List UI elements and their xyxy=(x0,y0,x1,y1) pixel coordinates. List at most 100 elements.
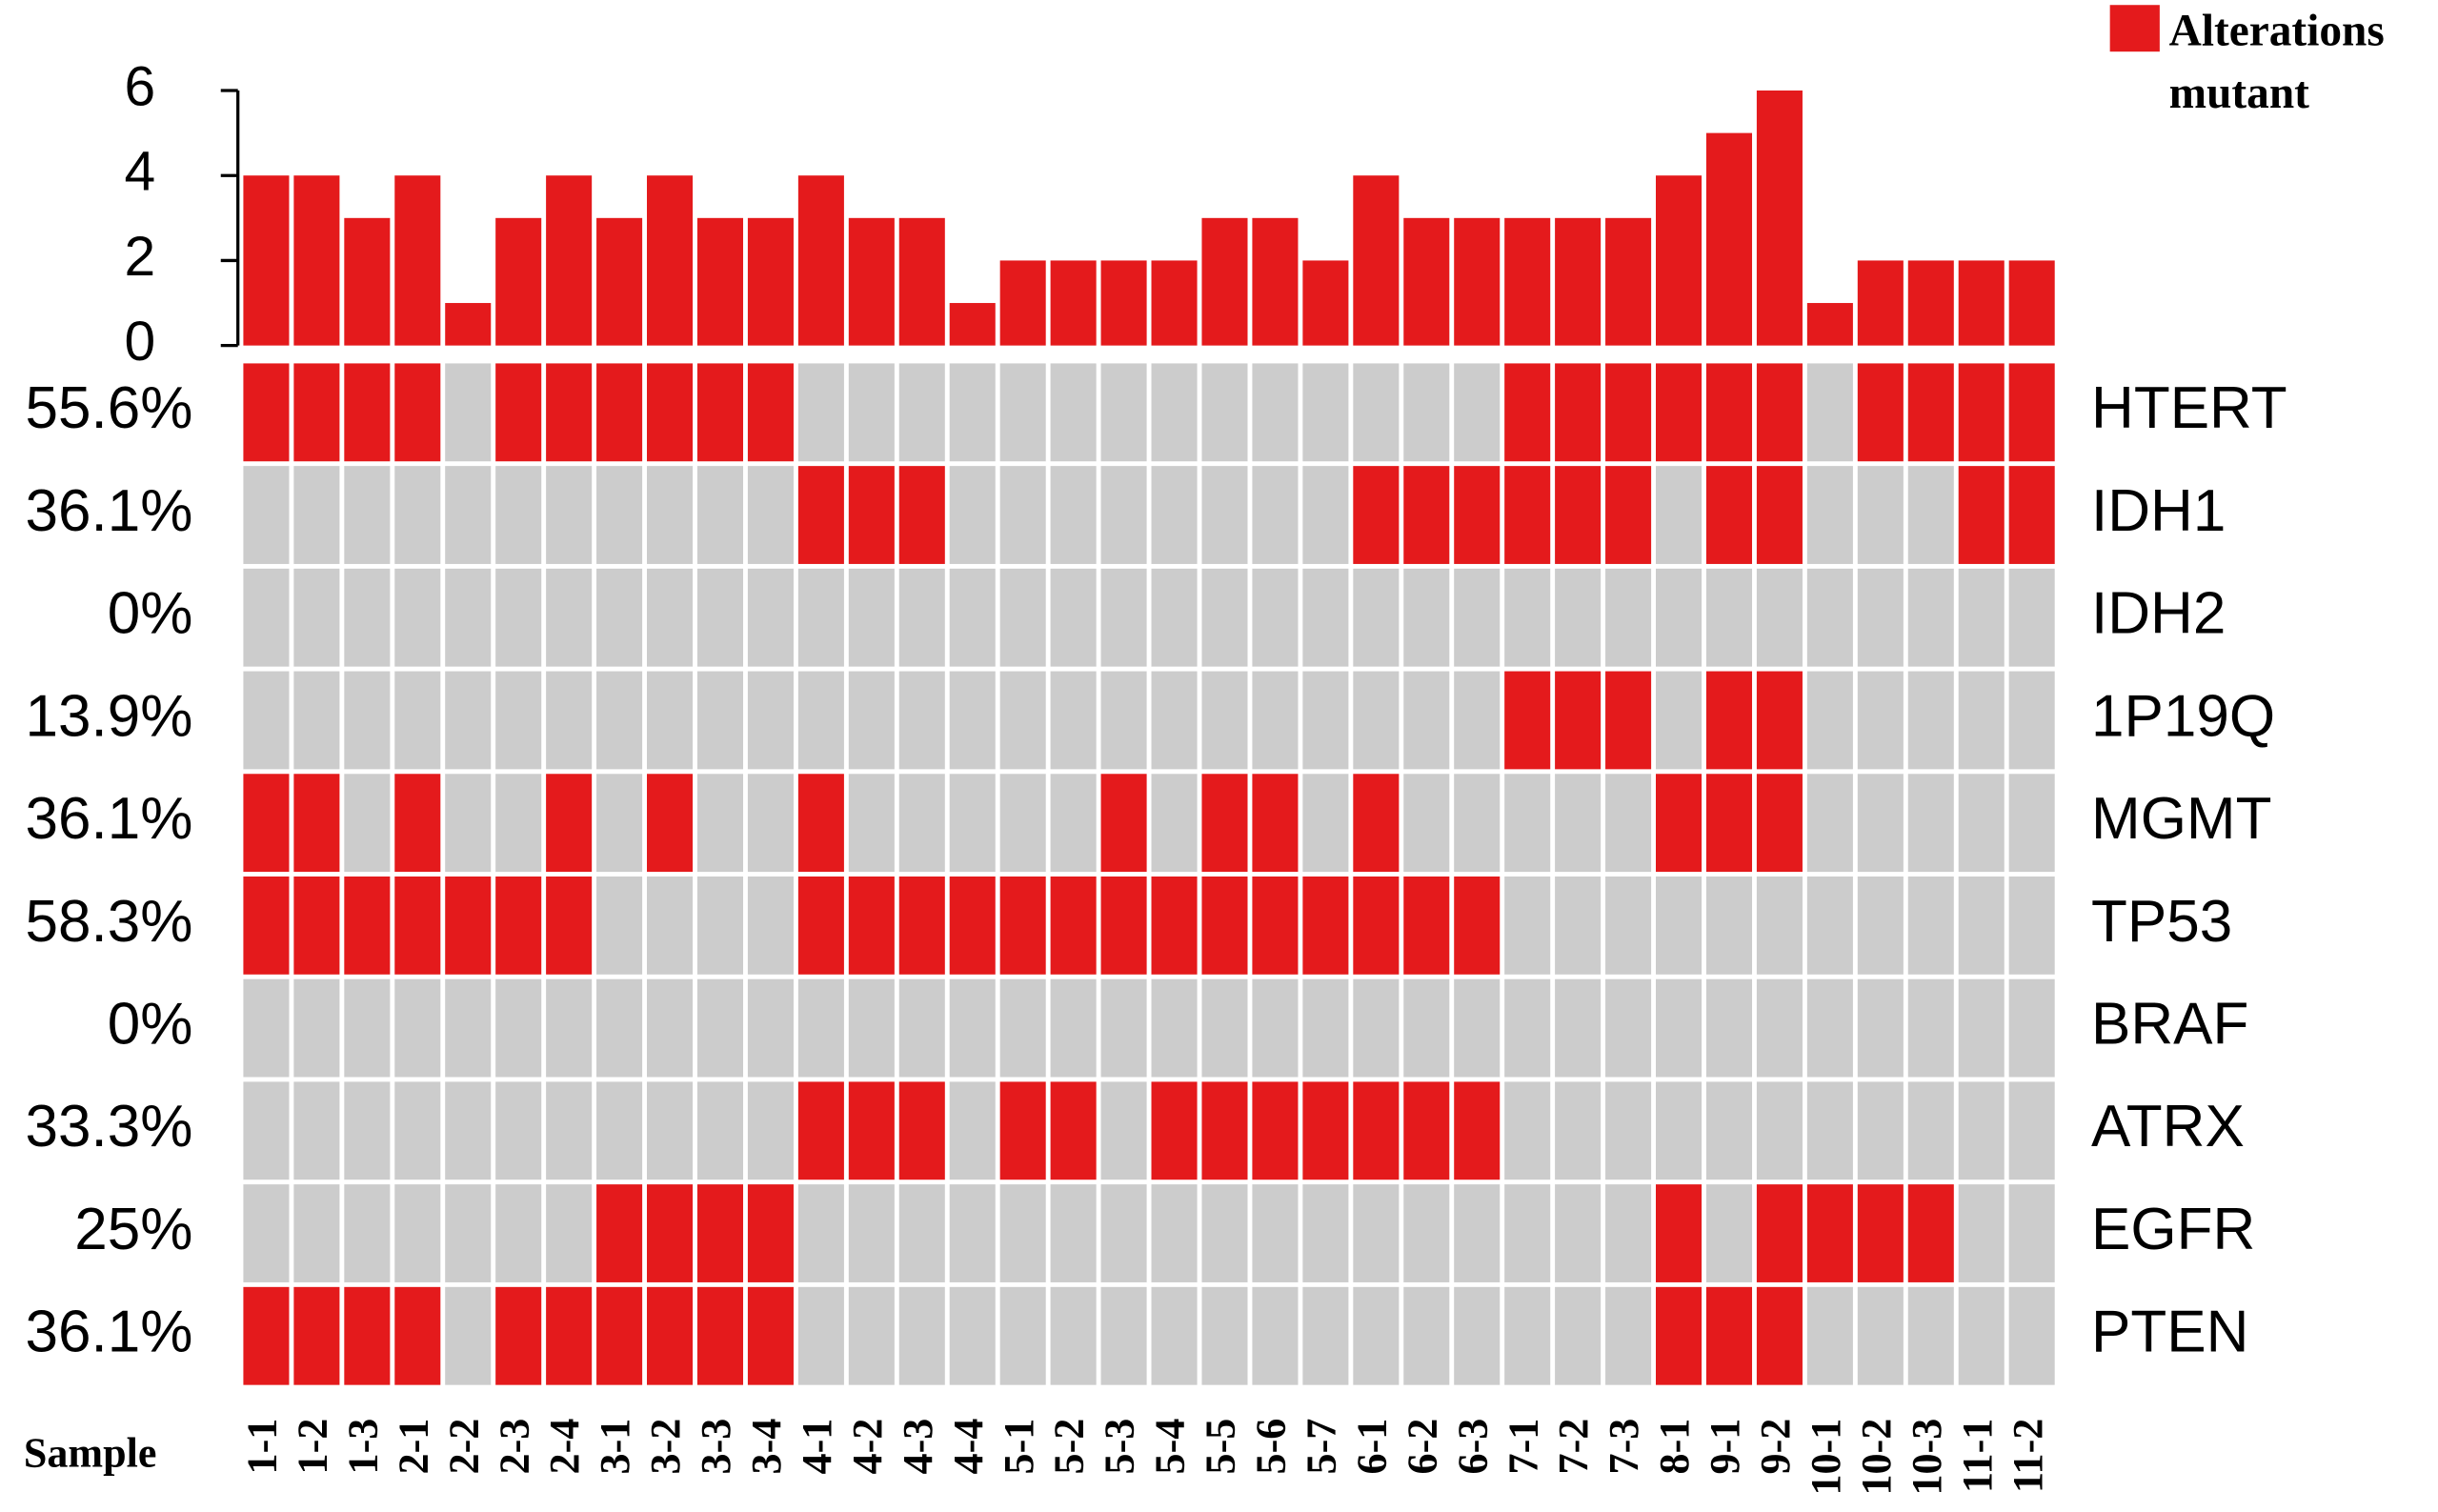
cell xyxy=(747,978,794,1078)
cell xyxy=(1605,363,1652,462)
cell xyxy=(898,1184,945,1282)
cell xyxy=(1504,876,1551,975)
cell xyxy=(647,568,694,667)
cell xyxy=(445,1286,492,1385)
cell xyxy=(1252,978,1299,1078)
cell xyxy=(1353,363,1400,462)
cell xyxy=(1403,978,1450,1078)
cell xyxy=(1252,1081,1299,1180)
cell xyxy=(1656,363,1703,462)
cell xyxy=(1504,1184,1551,1282)
cell xyxy=(1555,1081,1602,1180)
cell xyxy=(647,363,694,462)
cell xyxy=(696,1286,744,1385)
gene-label: IDH1 xyxy=(2091,478,2226,544)
cell xyxy=(394,1184,441,1282)
cell xyxy=(647,466,694,564)
cell xyxy=(1705,1081,1753,1180)
sample-label: 11-2 xyxy=(2005,1419,2051,1493)
count-bar xyxy=(1656,175,1703,346)
cell xyxy=(445,978,492,1078)
count-bar xyxy=(949,303,996,346)
cell xyxy=(1252,1286,1299,1385)
cell xyxy=(747,1081,794,1180)
cell xyxy=(1353,1286,1400,1385)
cell xyxy=(1151,978,1198,1078)
cell xyxy=(546,671,593,770)
cell xyxy=(445,363,492,462)
cell xyxy=(445,1081,492,1180)
cell xyxy=(1806,1184,1853,1282)
cell xyxy=(1151,876,1198,975)
cell xyxy=(1857,363,1904,462)
cell xyxy=(1151,1081,1198,1180)
cell xyxy=(1756,876,1803,975)
percent-label: 13.9% xyxy=(26,683,193,749)
count-bar xyxy=(999,260,1046,346)
cell xyxy=(344,774,391,873)
cell xyxy=(898,978,945,1078)
cell xyxy=(999,466,1046,564)
cell xyxy=(2008,876,2055,975)
cell xyxy=(696,876,744,975)
cell xyxy=(243,466,290,564)
cell xyxy=(1201,876,1248,975)
cell xyxy=(1907,568,1954,667)
cell xyxy=(344,1184,391,1282)
cell xyxy=(394,1286,441,1385)
cell xyxy=(1857,876,1904,975)
cell xyxy=(1958,671,2005,770)
cell xyxy=(1454,363,1501,462)
cell xyxy=(596,1081,643,1180)
cell xyxy=(1705,568,1753,667)
cell xyxy=(1705,876,1753,975)
cell xyxy=(898,1081,945,1180)
cell xyxy=(596,1184,643,1282)
cell xyxy=(243,876,290,975)
cell xyxy=(1100,1184,1147,1282)
cell xyxy=(1857,568,1904,667)
legend-swatch xyxy=(2109,5,2160,52)
cell xyxy=(1756,568,1803,667)
count-bar xyxy=(596,217,643,346)
sample-label: 1-1 xyxy=(239,1419,286,1475)
cell xyxy=(1605,466,1652,564)
percent-label: 33.3% xyxy=(26,1094,193,1159)
cell xyxy=(949,466,996,564)
cell xyxy=(1353,978,1400,1078)
cell xyxy=(1958,1081,2005,1180)
cell xyxy=(394,978,441,1078)
cell xyxy=(596,466,643,564)
cell xyxy=(1857,1184,1904,1282)
cell xyxy=(2008,1184,2055,1282)
sample-label: 4-1 xyxy=(794,1419,840,1475)
cell xyxy=(1151,1184,1198,1282)
cell xyxy=(445,774,492,873)
cell xyxy=(898,466,945,564)
count-bar xyxy=(394,175,441,346)
cell xyxy=(1403,363,1450,462)
count-bar xyxy=(1958,260,2005,346)
cell xyxy=(1454,568,1501,667)
cell xyxy=(495,774,542,873)
cell xyxy=(546,363,593,462)
cell xyxy=(797,363,844,462)
cell xyxy=(1151,774,1198,873)
cell xyxy=(1201,671,1248,770)
count-bar xyxy=(1605,217,1652,346)
cell xyxy=(1705,1184,1753,1282)
cell xyxy=(647,1184,694,1282)
cell xyxy=(1504,1081,1551,1180)
cell xyxy=(546,876,593,975)
cell xyxy=(2008,1081,2055,1180)
cell xyxy=(293,363,340,462)
sample-label: 6-2 xyxy=(1399,1419,1445,1475)
cell xyxy=(1302,1081,1349,1180)
sample-label: 10-1 xyxy=(1803,1419,1849,1496)
cell xyxy=(1050,774,1097,873)
cell xyxy=(1605,1081,1652,1180)
cell xyxy=(1100,568,1147,667)
cell xyxy=(1050,568,1097,667)
cell xyxy=(1958,1286,2005,1385)
y-tick-label: 0 xyxy=(125,311,156,373)
